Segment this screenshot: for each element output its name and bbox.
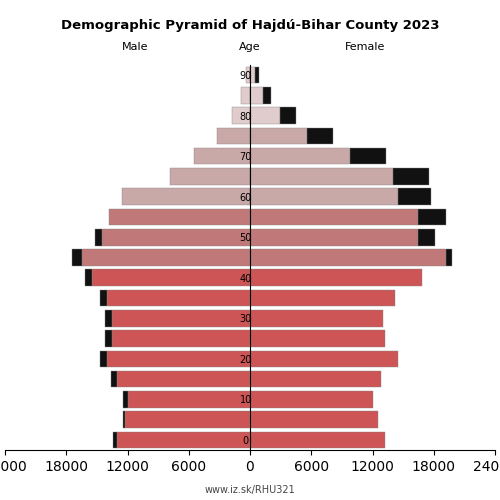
Bar (112, 330, 250, 347)
Bar (232, 108, 250, 124)
Bar (102, 229, 250, 246)
Bar (113, 432, 117, 448)
Bar (82, 249, 250, 266)
Bar (250, 208, 418, 226)
Text: Age: Age (239, 42, 261, 52)
Bar (124, 412, 126, 428)
Bar (264, 87, 272, 104)
Bar (250, 249, 446, 266)
Bar (122, 188, 250, 205)
Text: Demographic Pyramid of Hajdú-Bihar County 2023: Demographic Pyramid of Hajdú-Bihar Count… (61, 18, 440, 32)
Bar (109, 208, 250, 226)
Bar (112, 310, 250, 326)
Bar (280, 108, 296, 124)
Bar (418, 208, 446, 226)
Bar (250, 108, 280, 124)
Bar (128, 391, 250, 407)
Bar (250, 290, 395, 306)
Bar (250, 188, 398, 205)
Bar (218, 128, 250, 144)
Bar (398, 188, 430, 205)
Bar (307, 128, 332, 144)
Bar (126, 412, 250, 428)
Bar (418, 229, 435, 246)
Bar (250, 87, 264, 104)
Bar (250, 391, 372, 407)
Bar (107, 350, 250, 367)
Bar (111, 371, 117, 388)
Bar (250, 330, 385, 347)
Bar (194, 148, 250, 164)
Bar (118, 371, 250, 388)
Bar (100, 350, 107, 367)
Bar (250, 350, 398, 367)
Bar (250, 310, 382, 326)
Bar (250, 148, 350, 164)
Bar (105, 310, 112, 326)
Bar (170, 168, 250, 185)
Bar (250, 270, 422, 286)
Bar (95, 229, 102, 246)
Bar (250, 229, 418, 246)
Bar (100, 290, 107, 306)
Bar (118, 432, 250, 448)
Text: Male: Male (122, 42, 148, 52)
Text: www.iz.sk/RHU321: www.iz.sk/RHU321 (204, 485, 296, 495)
Bar (105, 330, 112, 347)
Bar (92, 270, 250, 286)
Bar (250, 67, 255, 84)
Text: Female: Female (345, 42, 385, 52)
Bar (250, 432, 385, 448)
Bar (446, 249, 452, 266)
Bar (84, 270, 92, 286)
Bar (107, 290, 250, 306)
Bar (246, 67, 250, 84)
Bar (350, 148, 386, 164)
Bar (393, 168, 428, 185)
Bar (255, 67, 259, 84)
Bar (241, 87, 250, 104)
Bar (250, 168, 393, 185)
Bar (250, 371, 380, 388)
Bar (72, 249, 82, 266)
Bar (250, 412, 378, 428)
Bar (124, 391, 128, 407)
Bar (250, 128, 307, 144)
